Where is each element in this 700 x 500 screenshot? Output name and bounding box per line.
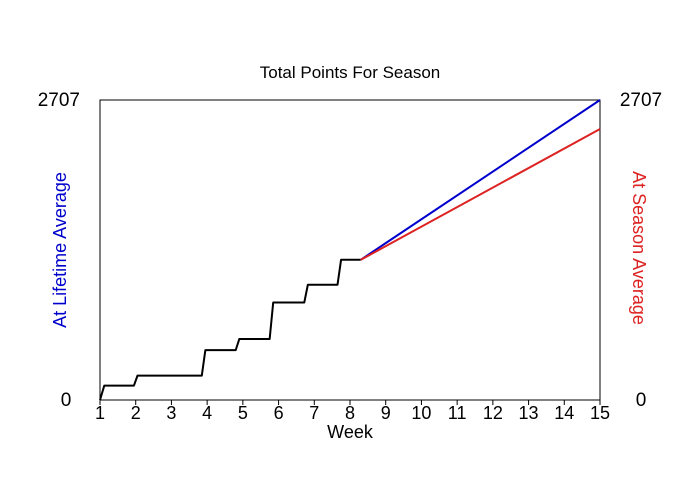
x-tick-label: 13 [519, 403, 539, 423]
season-series-line [360, 128, 601, 261]
x-tick-label: 12 [483, 403, 503, 423]
plot-frame [99, 99, 601, 401]
chart-title: Total Points For Season [260, 63, 440, 82]
x-axis-ticks: 1 2 3 4 5 6 7 8 9 10 11 12 13 14 15 [95, 400, 610, 423]
x-tick-label: 11 [448, 403, 467, 423]
actual-series-line [99, 258, 361, 401]
x-tick-label: 8 [345, 403, 355, 423]
right-y-max-label: 2707 [620, 90, 662, 111]
right-y-axis-label: At Season Average [629, 171, 649, 325]
x-tick-label: 15 [590, 403, 610, 423]
x-tick-label: 10 [411, 403, 431, 423]
x-tick-label: 9 [381, 403, 391, 423]
x-tick-label: 5 [238, 403, 248, 423]
right-y-min-label: 0 [636, 390, 647, 411]
left-y-max-label: 2707 [38, 90, 80, 111]
x-tick-label: 14 [554, 403, 574, 423]
left-y-axis-label: At Lifetime Average [50, 172, 70, 328]
lifetime-series-line [360, 99, 601, 261]
x-axis-label: Week [327, 422, 374, 442]
x-tick-label: 6 [274, 403, 284, 423]
series-layer [99, 99, 601, 401]
x-tick-label: 7 [309, 403, 319, 423]
left-y-min-label: 0 [61, 390, 72, 411]
x-tick-label: 1 [95, 403, 105, 423]
x-tick-label: 2 [131, 403, 141, 423]
x-tick-label: 4 [202, 403, 212, 423]
x-tick-label: 3 [166, 403, 176, 423]
